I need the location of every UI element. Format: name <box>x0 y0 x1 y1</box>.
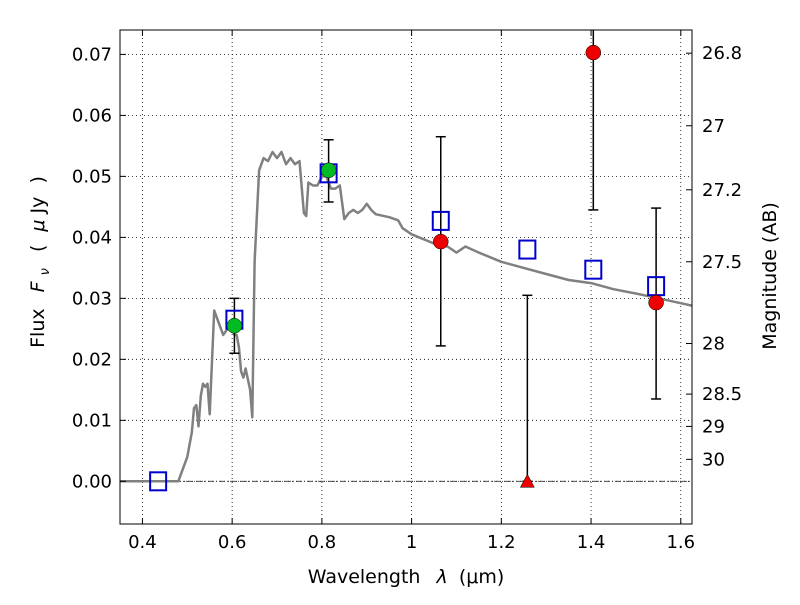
x-tick-label-0: 0.4 <box>128 532 157 553</box>
green-detection-point-0 <box>226 318 243 334</box>
y-axis-label-symbol: F <box>27 280 49 292</box>
model-flux-square-0 <box>149 471 168 492</box>
y-tick-label-2: 0.02 <box>72 349 112 370</box>
y2-tick-label-6: 29 <box>702 416 725 437</box>
green-detection-point-1 <box>320 162 337 179</box>
y2-tick-label-4: 28 <box>702 333 725 354</box>
x-tick-label-3: 1 <box>406 532 417 553</box>
y-tick-label-1: 0.01 <box>72 410 112 431</box>
y2-tick-label-2: 27.2 <box>702 180 742 201</box>
y-axis-label-subscript: ν <box>38 268 53 275</box>
red-detection-point-0 <box>433 233 449 250</box>
y-axis-label-open-paren: ( <box>27 245 49 252</box>
x-axis-label-text: Wavelength <box>308 566 421 588</box>
y-tick-label-3: 0.03 <box>72 288 112 309</box>
y-axis-label: Flux F ν ( μ Jy ) <box>27 176 54 348</box>
detection-layer <box>226 44 664 488</box>
y-axis-label-text: Flux <box>27 308 49 348</box>
x-tick-label-2: 0.8 <box>308 532 337 553</box>
model-sed-layer <box>120 150 692 483</box>
y2-axis-label: Magnitude (AB) <box>759 202 781 350</box>
y2-tick-label-3: 27.5 <box>702 252 742 273</box>
y2-tick-label-7: 30 <box>702 449 725 470</box>
plot-frame-layer <box>119 29 693 525</box>
y-tick-label-5: 0.05 <box>72 166 112 187</box>
grid-layer <box>120 30 692 524</box>
upper-limit-marker-0 <box>519 473 535 488</box>
model-sed-line <box>120 150 692 483</box>
y-tick-label-7: 0.07 <box>72 44 112 65</box>
y2-tick-label-1: 27 <box>702 116 725 137</box>
model-flux-square-5 <box>584 259 603 280</box>
red-detection-point-1 <box>585 44 602 61</box>
y2-tick-label-5: 28.5 <box>702 384 742 405</box>
x-tick-label-6: 1.6 <box>666 532 695 553</box>
y-tick-label-6: 0.06 <box>72 105 112 126</box>
x-axis-label: Wavelength λ (μm) <box>308 566 504 588</box>
red-detection-point-2 <box>648 294 664 311</box>
error-bar-layer <box>229 30 662 483</box>
y-tick-label-0: 0.00 <box>72 471 112 492</box>
y-axis-label-close-paren: ) <box>27 176 49 183</box>
plot-frame <box>119 29 693 525</box>
y-axis-label-unit: Jy <box>27 197 49 215</box>
tick-layer: 0.4 0.6 0.8 1 1.2 1.4 1.6 0.00 0.01 0.02 0.03 0.04 0… <box>72 30 742 553</box>
y-tick-label-4: 0.04 <box>72 227 112 248</box>
model-flux-square-4 <box>518 239 537 260</box>
model-flux-square-3 <box>431 210 450 231</box>
x-tick-label-4: 1.2 <box>487 532 516 553</box>
x-axis-label-unit: (μm) <box>459 566 504 588</box>
x-tick-label-5: 1.4 <box>577 532 606 553</box>
x-axis-label-symbol: λ <box>436 566 448 588</box>
x-tick-label-1: 0.6 <box>218 532 247 553</box>
y-axis-label-mu: μ <box>27 219 49 232</box>
y2-tick-label-0: 26.8 <box>702 43 742 64</box>
